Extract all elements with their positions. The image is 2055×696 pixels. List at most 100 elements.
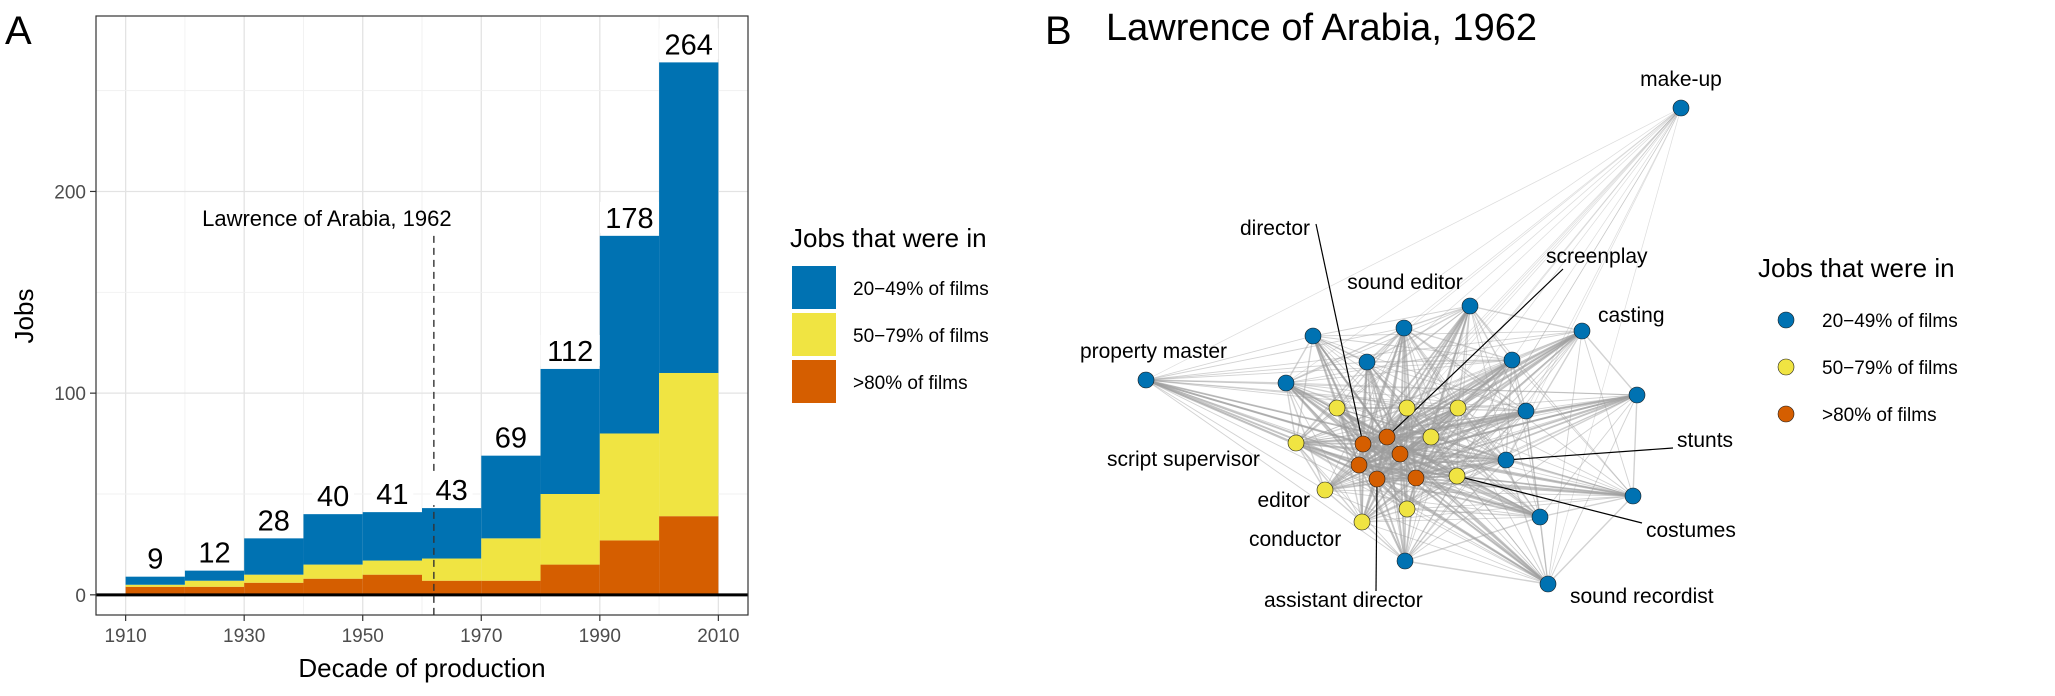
- network-edge: [1469, 107, 1682, 307]
- legend-b-dot-orange: [1777, 405, 1795, 423]
- network-edge: [1366, 361, 1527, 412]
- bar-total-label: 41: [376, 479, 408, 511]
- label-leader-line: [1375, 478, 1378, 592]
- y-axis-ticks: 0 100 200: [54, 182, 96, 607]
- label-leader-line: [1315, 223, 1364, 445]
- network-edge: [1430, 436, 1634, 497]
- network-edge: [1295, 305, 1471, 444]
- network-edge: [1295, 407, 1338, 444]
- network-edge: [1366, 327, 1405, 363]
- network-edge: [1505, 394, 1638, 461]
- network-edge: [1145, 327, 1405, 381]
- bar-total-label-bg: [193, 536, 236, 568]
- plot-border: [95, 15, 749, 616]
- node-label: screenplay: [1546, 245, 1648, 268]
- network-edge: [1361, 459, 1507, 523]
- network-edge: [1415, 477, 1549, 585]
- network-edge: [1145, 379, 1406, 562]
- network-edge: [1632, 394, 1638, 497]
- panel-a-letter: A: [5, 9, 32, 53]
- network-node: [1398, 500, 1416, 518]
- network-edge: [1511, 330, 1583, 361]
- network-edge: [1285, 382, 1408, 409]
- x-axis-title: Decade of production: [298, 653, 545, 683]
- x-tick-label: 1930: [223, 626, 265, 647]
- network-node: [1354, 435, 1372, 453]
- bar-total-label-bg: [252, 504, 295, 536]
- network-node: [1396, 552, 1414, 570]
- network-edge: [1358, 464, 1458, 477]
- bar-segment-1950s-s1: [362, 560, 422, 575]
- network-node: [1672, 99, 1690, 117]
- network-edge: [1406, 407, 1634, 497]
- network-node: [1407, 469, 1425, 487]
- bar-segment-1950s-s0: [362, 574, 422, 595]
- network-edge: [1285, 382, 1326, 491]
- network-edge: [1285, 305, 1471, 384]
- bar-total-label-bg: [312, 480, 355, 512]
- legend-a-label-orange: >80% of films: [853, 373, 968, 394]
- label-leader-line: [1456, 475, 1643, 524]
- network-edge: [1581, 330, 1638, 396]
- network-node: [1287, 434, 1305, 452]
- network-edge: [1469, 305, 1583, 332]
- network-node: [1503, 351, 1521, 369]
- bar-total-label: 69: [495, 423, 527, 455]
- network-edge: [1285, 382, 1297, 444]
- bar-segment-1910s-s1: [125, 584, 185, 587]
- network-edge: [1406, 407, 1459, 510]
- bar-segment-1970s-s0: [481, 580, 541, 595]
- network-edge: [1430, 436, 1549, 585]
- network-edge: [1312, 335, 1513, 361]
- x-tick-label: 2010: [697, 626, 739, 647]
- network-edge: [1406, 107, 1682, 409]
- label-leader-lines: [1315, 223, 1674, 592]
- network-node: [1539, 575, 1557, 593]
- network-edge: [1362, 443, 1507, 461]
- network-node: [1461, 297, 1479, 315]
- network-edge: [1469, 305, 1634, 497]
- y-tick-label: 100: [54, 384, 86, 405]
- network-edge: [1361, 495, 1634, 523]
- bar-total-label: 112: [547, 336, 593, 368]
- bar-segment-1920s-s1: [184, 580, 245, 587]
- bar-total-label-bg: [371, 478, 414, 510]
- network-edge: [1295, 335, 1314, 444]
- network-edge: [1456, 305, 1471, 477]
- network-edge: [1404, 407, 1408, 562]
- network-edge: [1469, 305, 1541, 518]
- network-node: [1137, 371, 1155, 389]
- legend-a-title: Jobs that were in: [790, 223, 987, 253]
- network-node: [1353, 513, 1371, 531]
- network-edge: [1366, 305, 1471, 363]
- bar-segment-1930s-s2: [244, 538, 304, 575]
- legend-a-swatch-blue: [792, 266, 836, 309]
- legend-b-dot-yellow: [1777, 358, 1795, 376]
- network-edge: [1386, 436, 1507, 461]
- network-node: [1350, 456, 1368, 474]
- network-title: Lawrence of Arabia, 1962: [1106, 7, 1537, 49]
- network-node: [1304, 327, 1322, 345]
- bar-segment-2000s-s1: [659, 372, 719, 517]
- bar-chart-panel: Lawrence of Arabia, 1962 9 12 28 40 41 43 69 11…: [9, 15, 749, 683]
- network-edge: [1361, 521, 1549, 585]
- network-edge: [1386, 107, 1682, 438]
- bar-segment-1960s-s2: [422, 508, 482, 559]
- bar-segment-1940s-s1: [303, 564, 363, 579]
- network-node: [1316, 481, 1334, 499]
- network-edge: [1581, 330, 1634, 497]
- network-node: [1497, 451, 1515, 469]
- network-edge: [1145, 361, 1368, 381]
- network-edge: [1362, 443, 1549, 585]
- bar-total-label-bg: [599, 201, 659, 233]
- network-node: [1624, 487, 1642, 505]
- label-leader-line: [1505, 447, 1674, 461]
- legend-a-label-yellow: 50−79% of films: [853, 326, 989, 347]
- bar-segment-1960s-s0: [422, 580, 482, 595]
- network-edge: [1366, 359, 1513, 363]
- bar-segment-1990s-s2: [599, 235, 660, 434]
- legend-b-label-yellow: 50−79% of films: [1822, 358, 1958, 379]
- network-edge: [1285, 382, 1417, 479]
- network-edge: [1404, 407, 1459, 562]
- bar-segment-1980s-s1: [540, 493, 600, 565]
